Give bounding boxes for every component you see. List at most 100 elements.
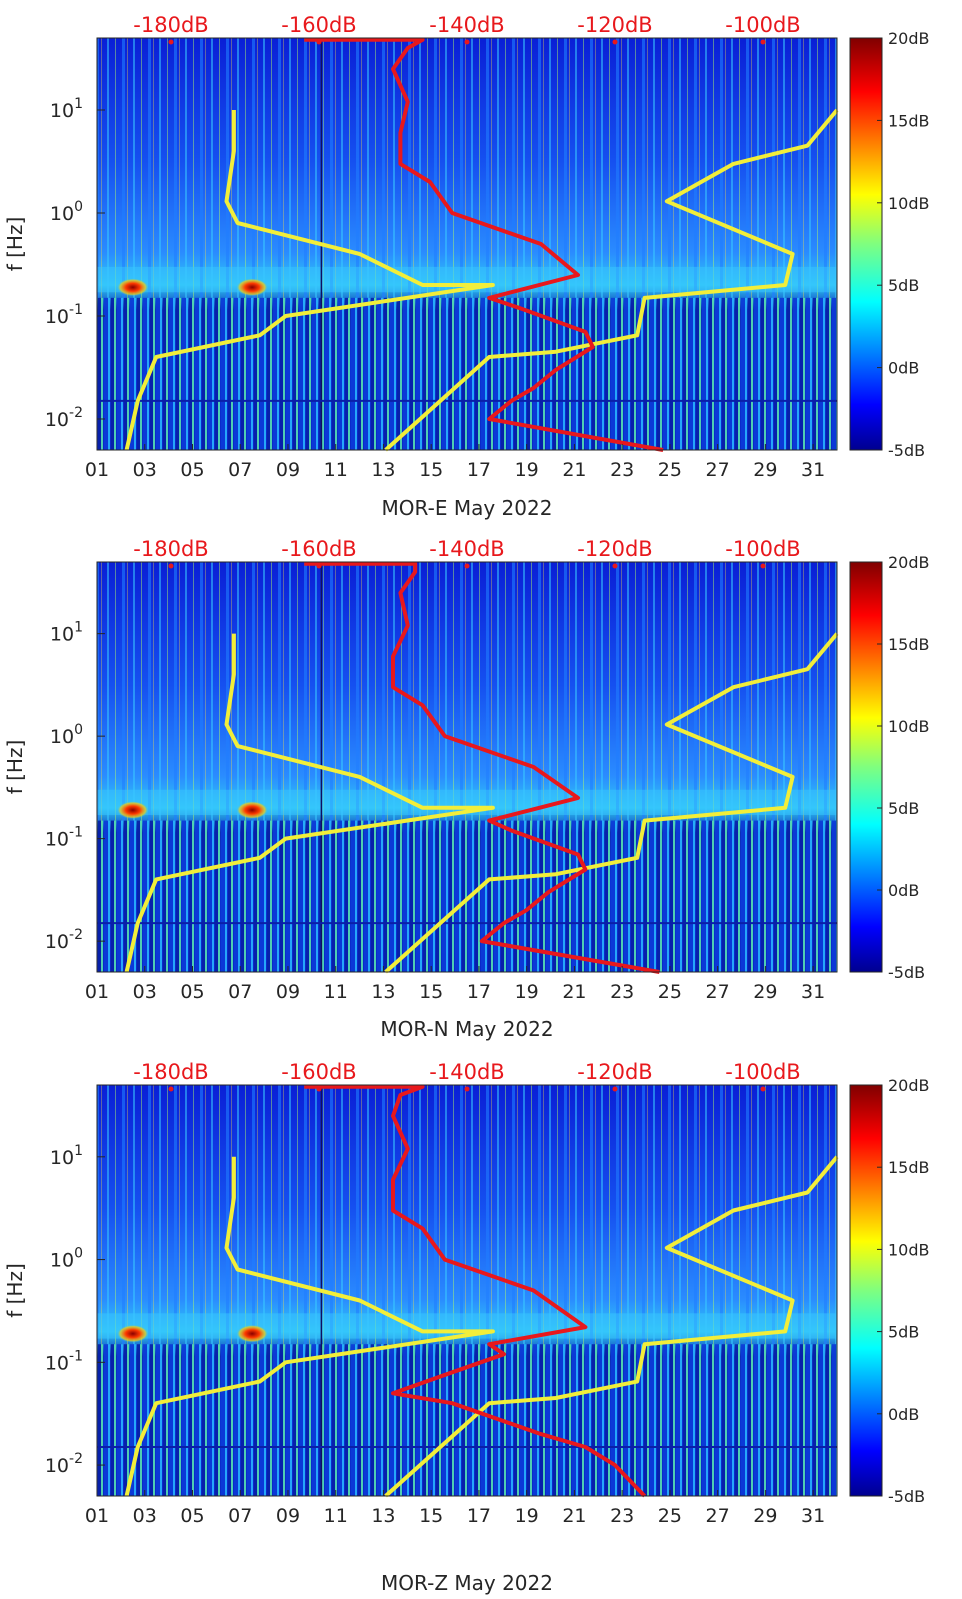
y-tick-label: 100 bbox=[50, 1246, 83, 1272]
top-axis-db-marker bbox=[464, 1086, 470, 1092]
colorbar-tick-label: -5dB bbox=[888, 963, 925, 982]
spectrogram-streaks bbox=[97, 38, 837, 298]
top-axis-db-marker bbox=[316, 563, 322, 569]
high-noise-model-curve bbox=[384, 1155, 839, 1498]
colorbar-tick-label: -5dB bbox=[888, 1487, 925, 1506]
x-tick-label: 17 bbox=[467, 1505, 491, 1527]
axes-box bbox=[96, 1084, 838, 1497]
axes-box bbox=[96, 561, 838, 973]
x-tick-label: 23 bbox=[610, 1505, 634, 1527]
spectrogram-streaks bbox=[97, 1085, 837, 1345]
x-tick-label: 05 bbox=[180, 981, 204, 1003]
colorbar-tick-label: 20dB bbox=[888, 1076, 930, 1095]
hot-spot bbox=[116, 278, 149, 297]
low-noise-model-curve bbox=[124, 110, 495, 451]
colorbar-tick-label: 5dB bbox=[888, 799, 919, 818]
x-tick-label: 15 bbox=[419, 981, 443, 1003]
top-axis-db-label: -180dB bbox=[133, 537, 208, 561]
colorbar-tick-label: 0dB bbox=[888, 881, 919, 900]
top-axis-db-label: -120dB bbox=[577, 537, 652, 561]
axes-box bbox=[96, 37, 838, 451]
top-axis-db-marker bbox=[760, 39, 766, 45]
x-tick-label: 31 bbox=[801, 981, 825, 1003]
top-axis-db-marker bbox=[612, 1086, 618, 1092]
x-tick-label: 05 bbox=[180, 1505, 204, 1527]
spectrogram-lowfreq-bands bbox=[97, 820, 837, 972]
y-tick-label: 10-2 bbox=[45, 927, 83, 953]
top-axis-db-marker bbox=[168, 1086, 174, 1092]
hot-spot bbox=[116, 801, 149, 820]
colorbar-tick-label: 5dB bbox=[888, 1323, 919, 1342]
top-axis-db-marker bbox=[760, 563, 766, 569]
hot-spot bbox=[116, 1324, 149, 1343]
colorbar-tick-label: 20dB bbox=[888, 553, 930, 572]
x-tick-label: 11 bbox=[324, 981, 348, 1003]
x-tick-label: 11 bbox=[324, 459, 348, 481]
top-axis-db-label: -160dB bbox=[281, 1060, 356, 1084]
x-tick-label: 01 bbox=[85, 459, 109, 481]
y-axis-label: f [Hz] bbox=[3, 1263, 27, 1318]
colorbar-tick-label: 20dB bbox=[888, 29, 930, 48]
x-tick-label: 09 bbox=[276, 459, 300, 481]
median-psd-curve bbox=[304, 37, 664, 452]
spectrogram-lowfreq-bands bbox=[97, 1344, 837, 1496]
y-tick-label: 10-2 bbox=[45, 405, 83, 431]
panel-mor-z: 01 03 05 07 09 11 13 15 17 19 21 23 25 27 29 31 MOR-Z Ma… bbox=[3, 1060, 930, 1595]
x-tick-label: 23 bbox=[610, 981, 634, 1003]
x-tick-label: 29 bbox=[753, 1505, 777, 1527]
y-tick-label: 101 bbox=[50, 1143, 83, 1169]
x-tick-label: 03 bbox=[133, 981, 157, 1003]
top-axis-db-marker bbox=[760, 1086, 766, 1092]
low-noise-model-curve bbox=[124, 1156, 495, 1497]
colorbar bbox=[849, 1084, 883, 1497]
y-tick-label: 101 bbox=[50, 620, 83, 646]
top-axis-db-marker bbox=[168, 563, 174, 569]
high-noise-model-curve bbox=[384, 632, 839, 974]
x-tick-label: 01 bbox=[85, 1505, 109, 1527]
colorbar bbox=[849, 37, 883, 451]
top-axis-db-label: -140dB bbox=[429, 537, 504, 561]
top-axis-db-label: -140dB bbox=[429, 13, 504, 37]
top-axis-db-marker bbox=[464, 39, 470, 45]
x-tick-label: 13 bbox=[371, 981, 395, 1003]
y-axis-label: f [Hz] bbox=[3, 217, 27, 272]
top-axis-db-label: -180dB bbox=[133, 13, 208, 37]
colorbar-tick-label: 0dB bbox=[888, 359, 919, 378]
colorbar-tick-label: 10dB bbox=[888, 1240, 930, 1259]
colorbar-tick-label: 0dB bbox=[888, 1405, 919, 1424]
x-tick-label: 27 bbox=[706, 459, 730, 481]
colorbar-tick-label: 15dB bbox=[888, 635, 930, 654]
top-axis-db-label: -180dB bbox=[133, 1060, 208, 1084]
x-tick-label: 25 bbox=[658, 981, 682, 1003]
x-tick-label: 31 bbox=[801, 459, 825, 481]
top-axis-db-marker bbox=[316, 1086, 322, 1092]
colorbar-tick-label: 5dB bbox=[888, 276, 919, 295]
median-psd-curve bbox=[304, 1084, 647, 1498]
x-tick-label: 21 bbox=[562, 1505, 586, 1527]
x-tick-label: 11 bbox=[324, 1505, 348, 1527]
top-axis-db-label: -120dB bbox=[577, 1060, 652, 1084]
median-psd-curve bbox=[304, 561, 660, 974]
spectrogram-streaks bbox=[97, 562, 837, 821]
y-tick-label: 100 bbox=[50, 199, 83, 225]
top-axis-db-label: -160dB bbox=[281, 537, 356, 561]
top-axis-db-label: -120dB bbox=[577, 13, 652, 37]
y-tick-label: 10-1 bbox=[45, 302, 83, 328]
x-tick-label: 13 bbox=[371, 1505, 395, 1527]
x-tick-label: 09 bbox=[276, 981, 300, 1003]
x-tick-label: 17 bbox=[467, 981, 491, 1003]
y-tick-label: 10-1 bbox=[45, 825, 83, 851]
colorbar-tick-label: 10dB bbox=[888, 717, 930, 736]
x-tick-label: 15 bbox=[419, 1505, 443, 1527]
x-tick-label: 03 bbox=[133, 459, 157, 481]
top-axis-db-label: -100dB bbox=[725, 1060, 800, 1084]
panel-mor-n: 01 03 05 07 09 11 13 15 17 19 21 23 25 27 29 31 MOR-N Ma… bbox=[3, 537, 930, 1041]
x-axis-label: MOR-E May 2022 bbox=[382, 496, 553, 520]
low-noise-model-curve bbox=[124, 633, 495, 973]
y-axis-label: f [Hz] bbox=[3, 740, 27, 795]
colorbar-tick-label: 10dB bbox=[888, 194, 930, 213]
x-tick-label: 01 bbox=[85, 981, 109, 1003]
x-axis-label: MOR-Z May 2022 bbox=[381, 1571, 553, 1595]
x-tick-label: 17 bbox=[467, 459, 491, 481]
